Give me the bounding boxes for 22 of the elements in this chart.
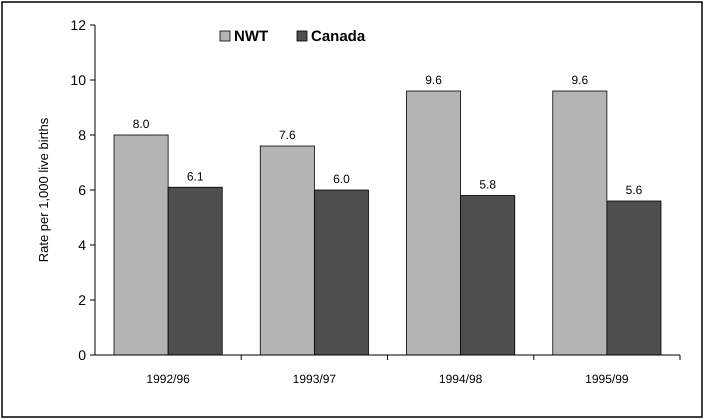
- x-tick-label: 1995/99: [585, 372, 629, 386]
- data-label: 6.1: [186, 169, 204, 184]
- legend-label: Canada: [311, 28, 366, 45]
- y-tick-label: 0: [78, 347, 86, 363]
- y-tick-label: 2: [78, 292, 86, 308]
- data-label: 7.6: [278, 128, 296, 142]
- data-label: 5.8: [479, 178, 496, 192]
- y-tick-label: 8: [78, 127, 86, 143]
- x-tick-label: 1994/98: [438, 372, 483, 386]
- data-label: 9.6: [425, 73, 442, 87]
- data-label: 6.0: [333, 172, 350, 186]
- data-label: 9.6: [571, 73, 588, 87]
- y-tick-label: 6: [78, 182, 86, 198]
- y-tick-label: 10: [70, 72, 86, 88]
- x-tick-label: 1992/96: [146, 372, 190, 386]
- y-tick-label: 12: [70, 17, 86, 33]
- y-tick-label: 4: [78, 237, 86, 253]
- legend-label: NWT: [234, 28, 268, 45]
- data-label: 8.0: [132, 117, 150, 131]
- y-axis-title: Rate per 1,000 live births: [36, 117, 51, 262]
- data-label: 5.6: [626, 183, 643, 197]
- x-tick-label: 1993/97: [292, 372, 336, 386]
